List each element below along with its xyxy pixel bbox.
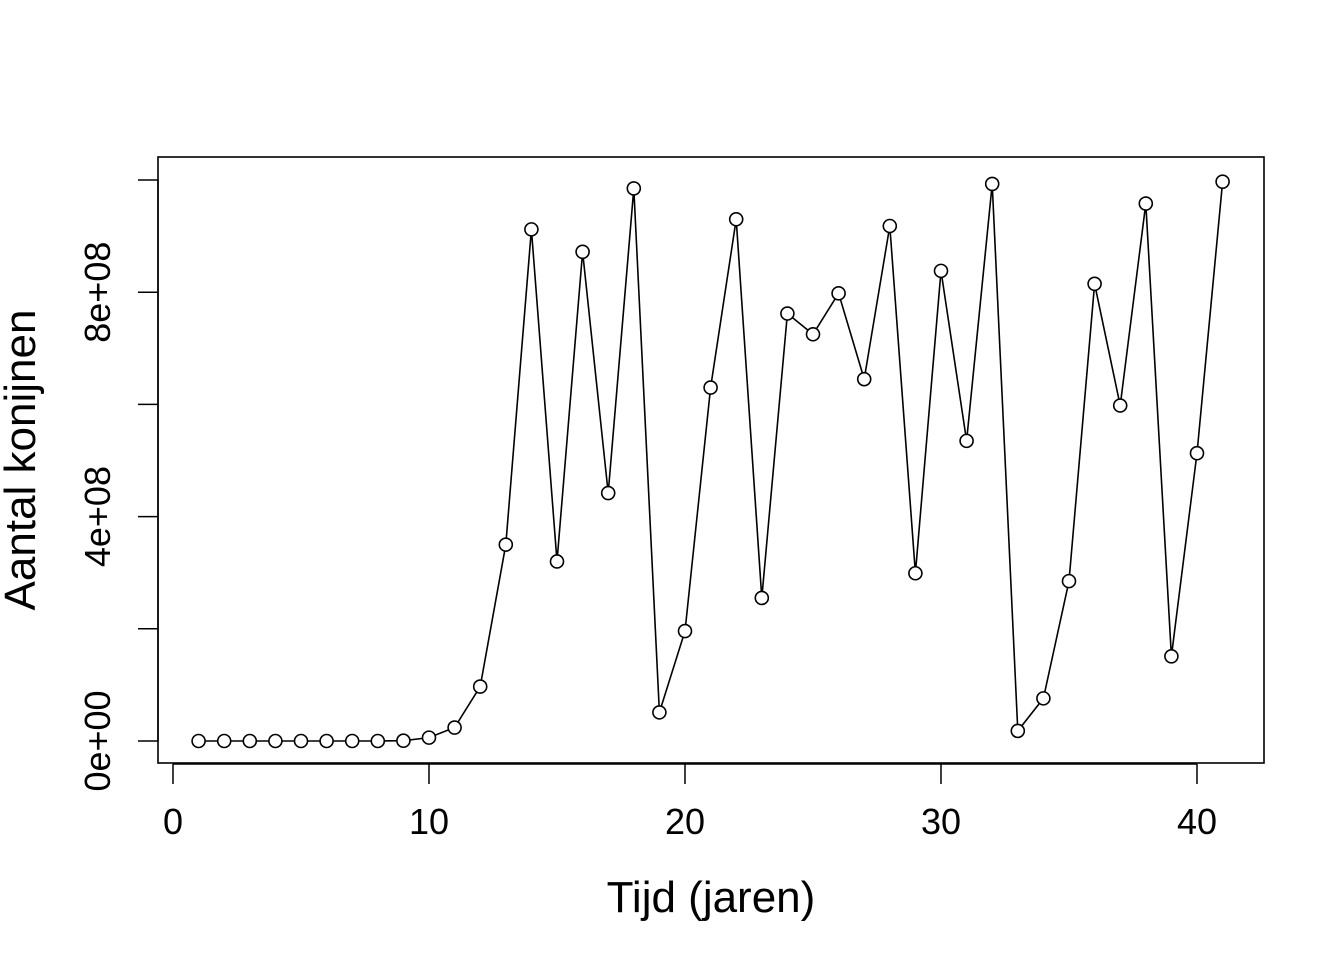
data-point (754, 590, 770, 606)
data-point (728, 211, 744, 227)
data-point (805, 326, 821, 342)
y-tick-label: 8e+08 (77, 242, 118, 343)
y-tick-label: 4e+08 (77, 466, 118, 567)
data-point (1164, 648, 1179, 664)
data-point (959, 433, 974, 449)
data-point (1215, 174, 1230, 189)
data-point (1138, 196, 1154, 211)
x-tick-label: 10 (409, 801, 449, 842)
data-point (908, 565, 923, 581)
data-point (1112, 398, 1128, 413)
y-axis: 0e+00 4e+08 8e+08 (77, 179, 159, 792)
data-point (216, 733, 232, 749)
data-point (1036, 691, 1051, 706)
data-point (856, 371, 872, 387)
x-tick-label: 20 (665, 801, 705, 842)
plot-frame (157, 156, 1265, 764)
data-point (268, 733, 283, 749)
data-point (319, 733, 334, 749)
data-point (421, 730, 437, 745)
data-point (882, 218, 898, 234)
data-point (1061, 573, 1077, 589)
data-point (600, 485, 616, 501)
data-point (344, 733, 360, 749)
x-tick-label: 40 (1177, 801, 1217, 842)
data-point (549, 554, 565, 569)
data-point (575, 244, 590, 260)
data-point (1189, 445, 1205, 461)
data-point (703, 380, 718, 395)
data-point (242, 733, 258, 749)
data-point (933, 263, 949, 279)
data-point (780, 306, 795, 321)
series-line (198, 181, 1224, 742)
data-point (293, 733, 309, 749)
y-axis-title: Aantal konijnen (0, 310, 45, 611)
data-point (652, 705, 667, 720)
data-point (984, 176, 1000, 192)
y-tick-label: 0e+00 (77, 690, 118, 791)
data-point (1087, 276, 1102, 292)
x-axis: 0 10 20 30 40 (163, 763, 1217, 842)
data-point (626, 181, 642, 196)
x-tick-label: 30 (921, 801, 961, 842)
series-group (191, 174, 1230, 749)
x-axis-title: Tijd (jaren) (607, 873, 816, 922)
data-point (472, 679, 488, 694)
data-point (396, 733, 411, 749)
data-point (498, 537, 514, 552)
data-point (831, 286, 846, 301)
data-point (677, 623, 693, 639)
data-point (370, 733, 386, 749)
data-point (191, 733, 206, 749)
data-point (447, 720, 462, 735)
x-tick-label: 0 (163, 801, 183, 842)
data-point (1010, 723, 1026, 739)
data-point (524, 222, 539, 237)
